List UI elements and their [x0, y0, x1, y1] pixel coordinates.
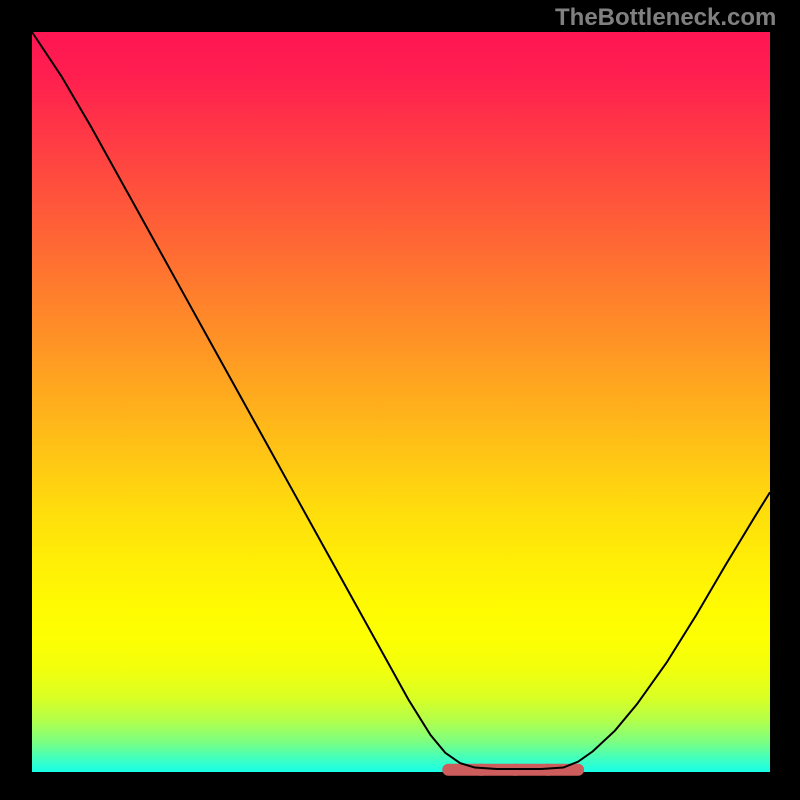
chart-svg: [0, 0, 800, 800]
canvas: TheBottleneck.com: [0, 0, 800, 800]
watermark-text: TheBottleneck.com: [555, 4, 776, 32]
plot-background: [32, 32, 770, 772]
